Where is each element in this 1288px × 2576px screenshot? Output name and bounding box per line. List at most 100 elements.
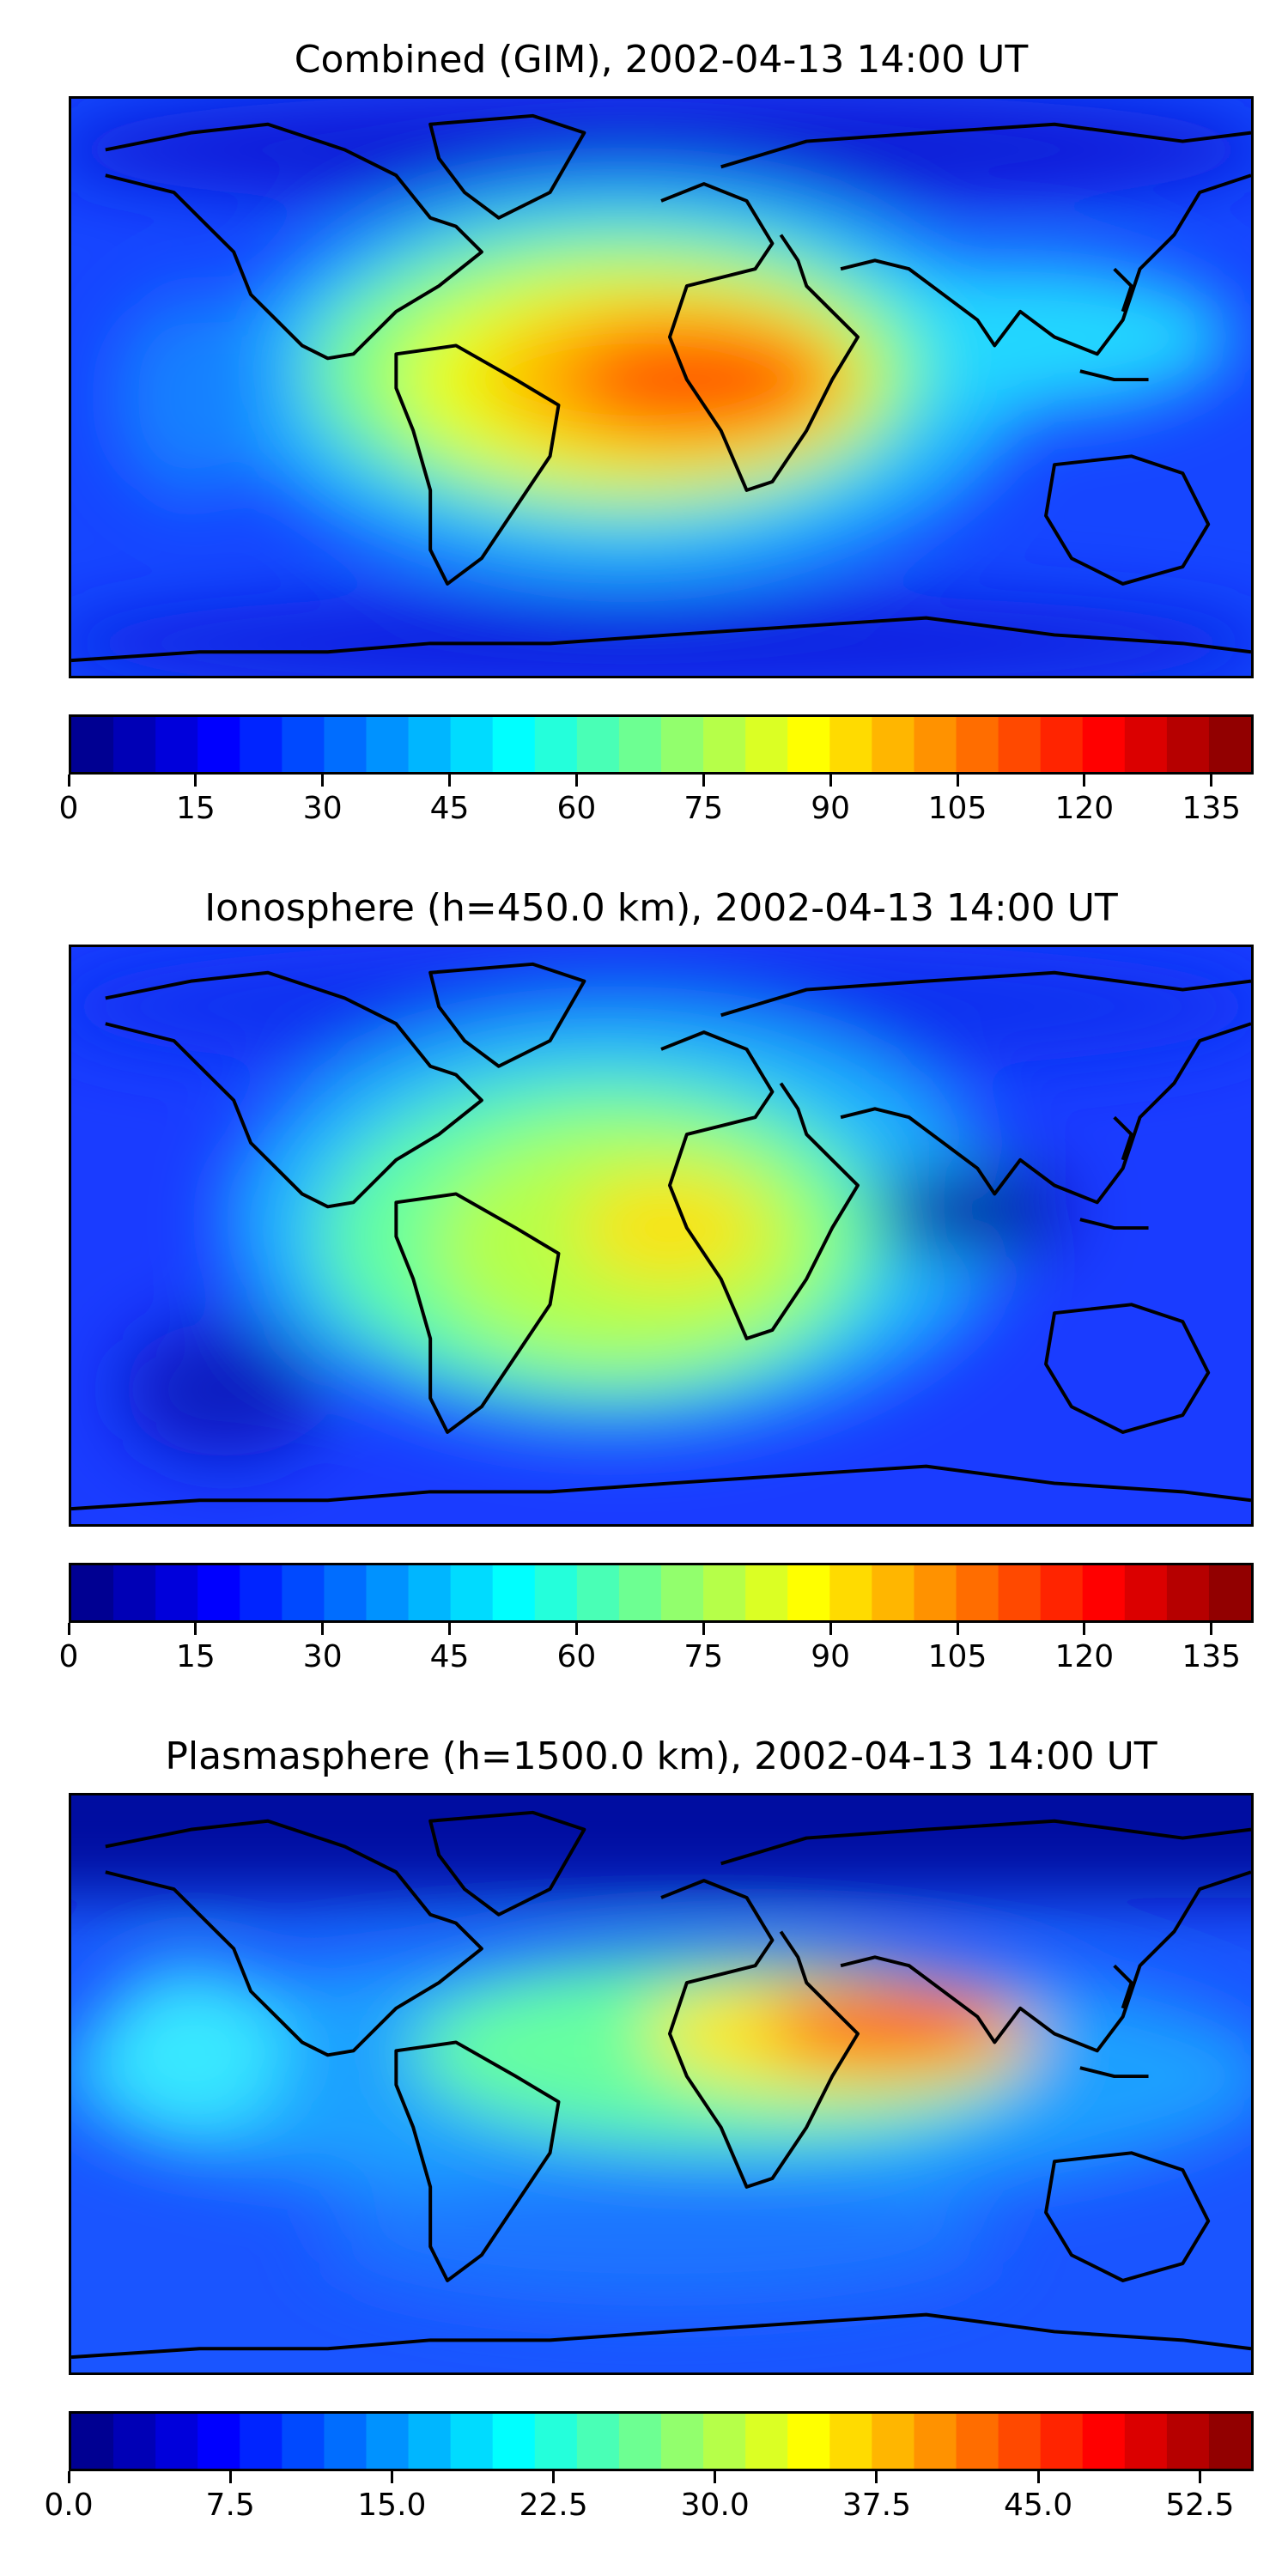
panel-1-map bbox=[69, 96, 1254, 678]
colorbar-level bbox=[576, 2414, 620, 2469]
colorbar-tick bbox=[829, 1623, 832, 1635]
colorbar-level bbox=[450, 2414, 494, 2469]
colorbar-tick bbox=[1083, 1623, 1086, 1635]
colorbar-level bbox=[914, 717, 957, 772]
panel-3-title: Plasmasphere (h=1500.0 km), 2002-04-13 1… bbox=[165, 1735, 1157, 1778]
colorbar-level bbox=[1040, 2414, 1084, 2469]
colorbar-level bbox=[618, 717, 662, 772]
colorbar-tick-label: 52.5 bbox=[1165, 2488, 1235, 2523]
colorbar-level bbox=[661, 2414, 704, 2469]
colorbar-level bbox=[1208, 2414, 1251, 2469]
colorbar-level bbox=[829, 717, 872, 772]
colorbar-level bbox=[998, 1565, 1042, 1620]
colorbar-tick-label: 75 bbox=[683, 791, 724, 826]
colorbar-level bbox=[1166, 717, 1210, 772]
colorbar-level bbox=[1124, 1565, 1168, 1620]
colorbar-level bbox=[71, 2414, 114, 2469]
colorbar-tick bbox=[1210, 775, 1213, 787]
colorbar-tick bbox=[448, 775, 452, 787]
colorbar-tick-label: 30 bbox=[302, 1639, 343, 1674]
colorbar-level bbox=[1040, 1565, 1084, 1620]
colorbar-level bbox=[745, 2414, 788, 2469]
colorbar-level bbox=[408, 2414, 452, 2469]
colorbar-tick bbox=[194, 1623, 197, 1635]
colorbar-tick-label: 30 bbox=[302, 791, 343, 826]
colorbar-tick-label: 15 bbox=[175, 1639, 216, 1674]
colorbar-level bbox=[618, 2414, 662, 2469]
colorbar-level bbox=[1208, 717, 1251, 772]
colorbar-tick bbox=[194, 775, 197, 787]
colorbar-tick bbox=[1036, 2471, 1040, 2483]
colorbar-tick-label: 45 bbox=[429, 1639, 470, 1674]
colorbar-tick-label: 135 bbox=[1182, 1639, 1242, 1674]
panel-2-colorbar bbox=[69, 1563, 1254, 1623]
panel-1-colorbar-ticks: 0 15 30 45 60 75 90 105 120 135 bbox=[59, 775, 1254, 826]
colorbar-tick bbox=[390, 2471, 393, 2483]
colorbar-tick bbox=[321, 1623, 325, 1635]
colorbar-level bbox=[240, 1565, 283, 1620]
colorbar-level bbox=[197, 2414, 240, 2469]
colorbar-level bbox=[1040, 717, 1084, 772]
colorbar-tick-label: 15 bbox=[175, 791, 216, 826]
colorbar-level bbox=[787, 717, 830, 772]
colorbar-level bbox=[240, 2414, 283, 2469]
colorbar-level bbox=[240, 717, 283, 772]
colorbar-level bbox=[703, 2414, 746, 2469]
colorbar-level bbox=[1082, 717, 1126, 772]
colorbar-level bbox=[71, 717, 114, 772]
colorbar-level bbox=[282, 2414, 325, 2469]
colorbar-level bbox=[492, 1565, 536, 1620]
colorbar-tick-label: 0 bbox=[58, 1639, 79, 1674]
colorbar-level bbox=[155, 1565, 198, 1620]
colorbar-level bbox=[914, 1565, 957, 1620]
colorbar-tick-label: 105 bbox=[927, 791, 987, 826]
colorbar-tick bbox=[1083, 775, 1086, 787]
colorbar-level bbox=[872, 2414, 915, 2469]
colorbar-level bbox=[408, 717, 452, 772]
colorbar-level bbox=[703, 717, 746, 772]
colorbar-level bbox=[534, 2414, 578, 2469]
colorbar-level bbox=[197, 717, 240, 772]
colorbar-tick-label: 135 bbox=[1182, 791, 1242, 826]
colorbar-level bbox=[1082, 1565, 1126, 1620]
colorbar-level bbox=[872, 1565, 915, 1620]
colorbar-tick bbox=[956, 775, 959, 787]
colorbar-level bbox=[745, 717, 788, 772]
panel-2-map bbox=[69, 945, 1254, 1527]
panel-3-colorbar bbox=[69, 2411, 1254, 2471]
colorbar-level bbox=[324, 717, 368, 772]
colorbar-level bbox=[366, 717, 410, 772]
colorbar-level bbox=[366, 2414, 410, 2469]
colorbar-tick-label: 60 bbox=[556, 791, 597, 826]
colorbar-tick bbox=[67, 2471, 70, 2483]
colorbar-level bbox=[661, 717, 704, 772]
panel-3-colorbar-ticks: 0.0 7.5 15.0 22.5 30.0 37.5 45.0 52.5 bbox=[44, 2471, 1254, 2523]
colorbar-tick-label: 120 bbox=[1054, 1639, 1115, 1674]
colorbar-tick-label: 45 bbox=[429, 791, 470, 826]
colorbar-tick-label: 30.0 bbox=[680, 2488, 750, 2523]
colorbar-level bbox=[113, 717, 156, 772]
colorbar-tick-label: 120 bbox=[1054, 791, 1115, 826]
colorbar-level bbox=[618, 1565, 662, 1620]
colorbar-tick bbox=[321, 775, 325, 787]
colorbar-level bbox=[787, 1565, 830, 1620]
panel-1-colorbar bbox=[69, 714, 1254, 775]
colorbar-tick-label: 75 bbox=[683, 1639, 724, 1674]
colorbar-tick-label: 37.5 bbox=[841, 2488, 911, 2523]
colorbar-tick bbox=[228, 2471, 232, 2483]
colorbar-tick-label: 0 bbox=[58, 791, 79, 826]
colorbar-tick-label: 7.5 bbox=[205, 2488, 255, 2523]
colorbar-tick bbox=[829, 775, 832, 787]
colorbar-level bbox=[450, 717, 494, 772]
colorbar-tick bbox=[956, 1623, 959, 1635]
colorbar-tick bbox=[67, 1623, 70, 1635]
colorbar-level bbox=[829, 2414, 872, 2469]
colorbar-level bbox=[661, 1565, 704, 1620]
colorbar-level bbox=[1208, 1565, 1251, 1620]
colorbar-level bbox=[576, 717, 620, 772]
colorbar-tick-label: 45.0 bbox=[1004, 2488, 1073, 2523]
coastline-outlines bbox=[71, 113, 1251, 663]
colorbar-tick-label: 60 bbox=[556, 1639, 597, 1674]
colorbar-level bbox=[1124, 2414, 1168, 2469]
colorbar-tick bbox=[552, 2471, 556, 2483]
